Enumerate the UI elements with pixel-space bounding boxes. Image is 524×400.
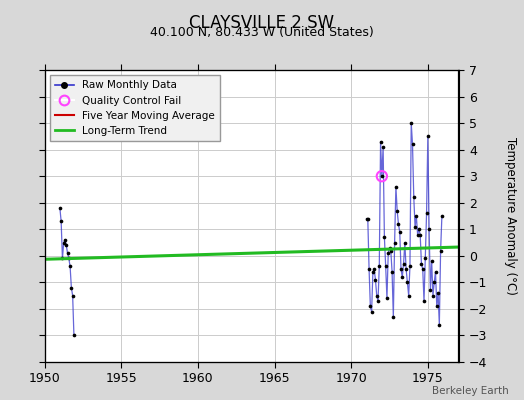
Point <box>438 213 446 219</box>
Point <box>402 266 410 272</box>
Point <box>396 229 404 235</box>
Point <box>435 322 443 328</box>
Point <box>393 208 401 214</box>
Point <box>370 266 378 272</box>
Point <box>364 216 372 222</box>
Point <box>387 247 395 254</box>
Point <box>411 224 419 230</box>
Point <box>385 245 394 251</box>
Point <box>406 263 414 270</box>
Point <box>379 144 387 150</box>
Point <box>403 279 411 286</box>
Point <box>436 247 445 254</box>
Point <box>362 216 370 222</box>
Point <box>369 268 377 275</box>
Point <box>410 194 418 201</box>
Point <box>423 133 432 140</box>
Point <box>57 218 66 224</box>
Point <box>431 268 440 275</box>
Point <box>376 138 385 145</box>
Point <box>416 231 424 238</box>
Point <box>428 258 436 264</box>
Point <box>378 173 386 179</box>
Point <box>412 213 421 219</box>
Point <box>430 279 439 286</box>
Point <box>388 268 396 275</box>
Point <box>394 221 402 227</box>
Point <box>60 239 68 246</box>
Point <box>414 226 423 232</box>
Point <box>425 226 433 232</box>
Point <box>66 263 74 270</box>
Point <box>397 266 405 272</box>
Point <box>374 298 382 304</box>
Point <box>365 266 373 272</box>
Point <box>56 205 64 211</box>
Text: Berkeley Earth: Berkeley Earth <box>432 386 508 396</box>
Point <box>407 120 416 126</box>
Point <box>434 290 442 296</box>
Point <box>401 239 409 246</box>
Point <box>383 295 391 302</box>
Point <box>417 260 425 267</box>
Point <box>399 260 408 267</box>
Point <box>384 250 392 256</box>
Point <box>64 255 73 262</box>
Point <box>69 292 77 299</box>
Point <box>61 237 69 243</box>
Point <box>58 255 67 262</box>
Point <box>429 292 437 299</box>
Point <box>390 239 399 246</box>
Point <box>366 303 375 310</box>
Point <box>426 287 434 294</box>
Point <box>422 210 431 216</box>
Point <box>375 263 384 270</box>
Point <box>398 274 407 280</box>
Point <box>433 303 441 310</box>
Point <box>70 332 78 339</box>
Point <box>405 292 413 299</box>
Point <box>381 263 390 270</box>
Point <box>367 308 376 315</box>
Point <box>372 276 380 283</box>
Text: CLAYSVILLE 2 SW: CLAYSVILLE 2 SW <box>190 14 334 32</box>
Point <box>62 242 70 248</box>
Point <box>389 314 398 320</box>
Point <box>378 173 386 179</box>
Text: 40.100 N, 80.433 W (United States): 40.100 N, 80.433 W (United States) <box>150 26 374 39</box>
Point <box>380 234 389 240</box>
Y-axis label: Temperature Anomaly (°C): Temperature Anomaly (°C) <box>504 137 517 295</box>
Point <box>420 298 428 304</box>
Point <box>63 250 72 256</box>
Point <box>408 141 417 148</box>
Point <box>419 266 427 272</box>
Legend: Raw Monthly Data, Quality Control Fail, Five Year Moving Average, Long-Term Tren: Raw Monthly Data, Quality Control Fail, … <box>50 75 220 141</box>
Point <box>392 184 400 190</box>
Point <box>413 231 422 238</box>
Point <box>373 292 381 299</box>
Point <box>421 255 430 262</box>
Point <box>67 284 75 291</box>
